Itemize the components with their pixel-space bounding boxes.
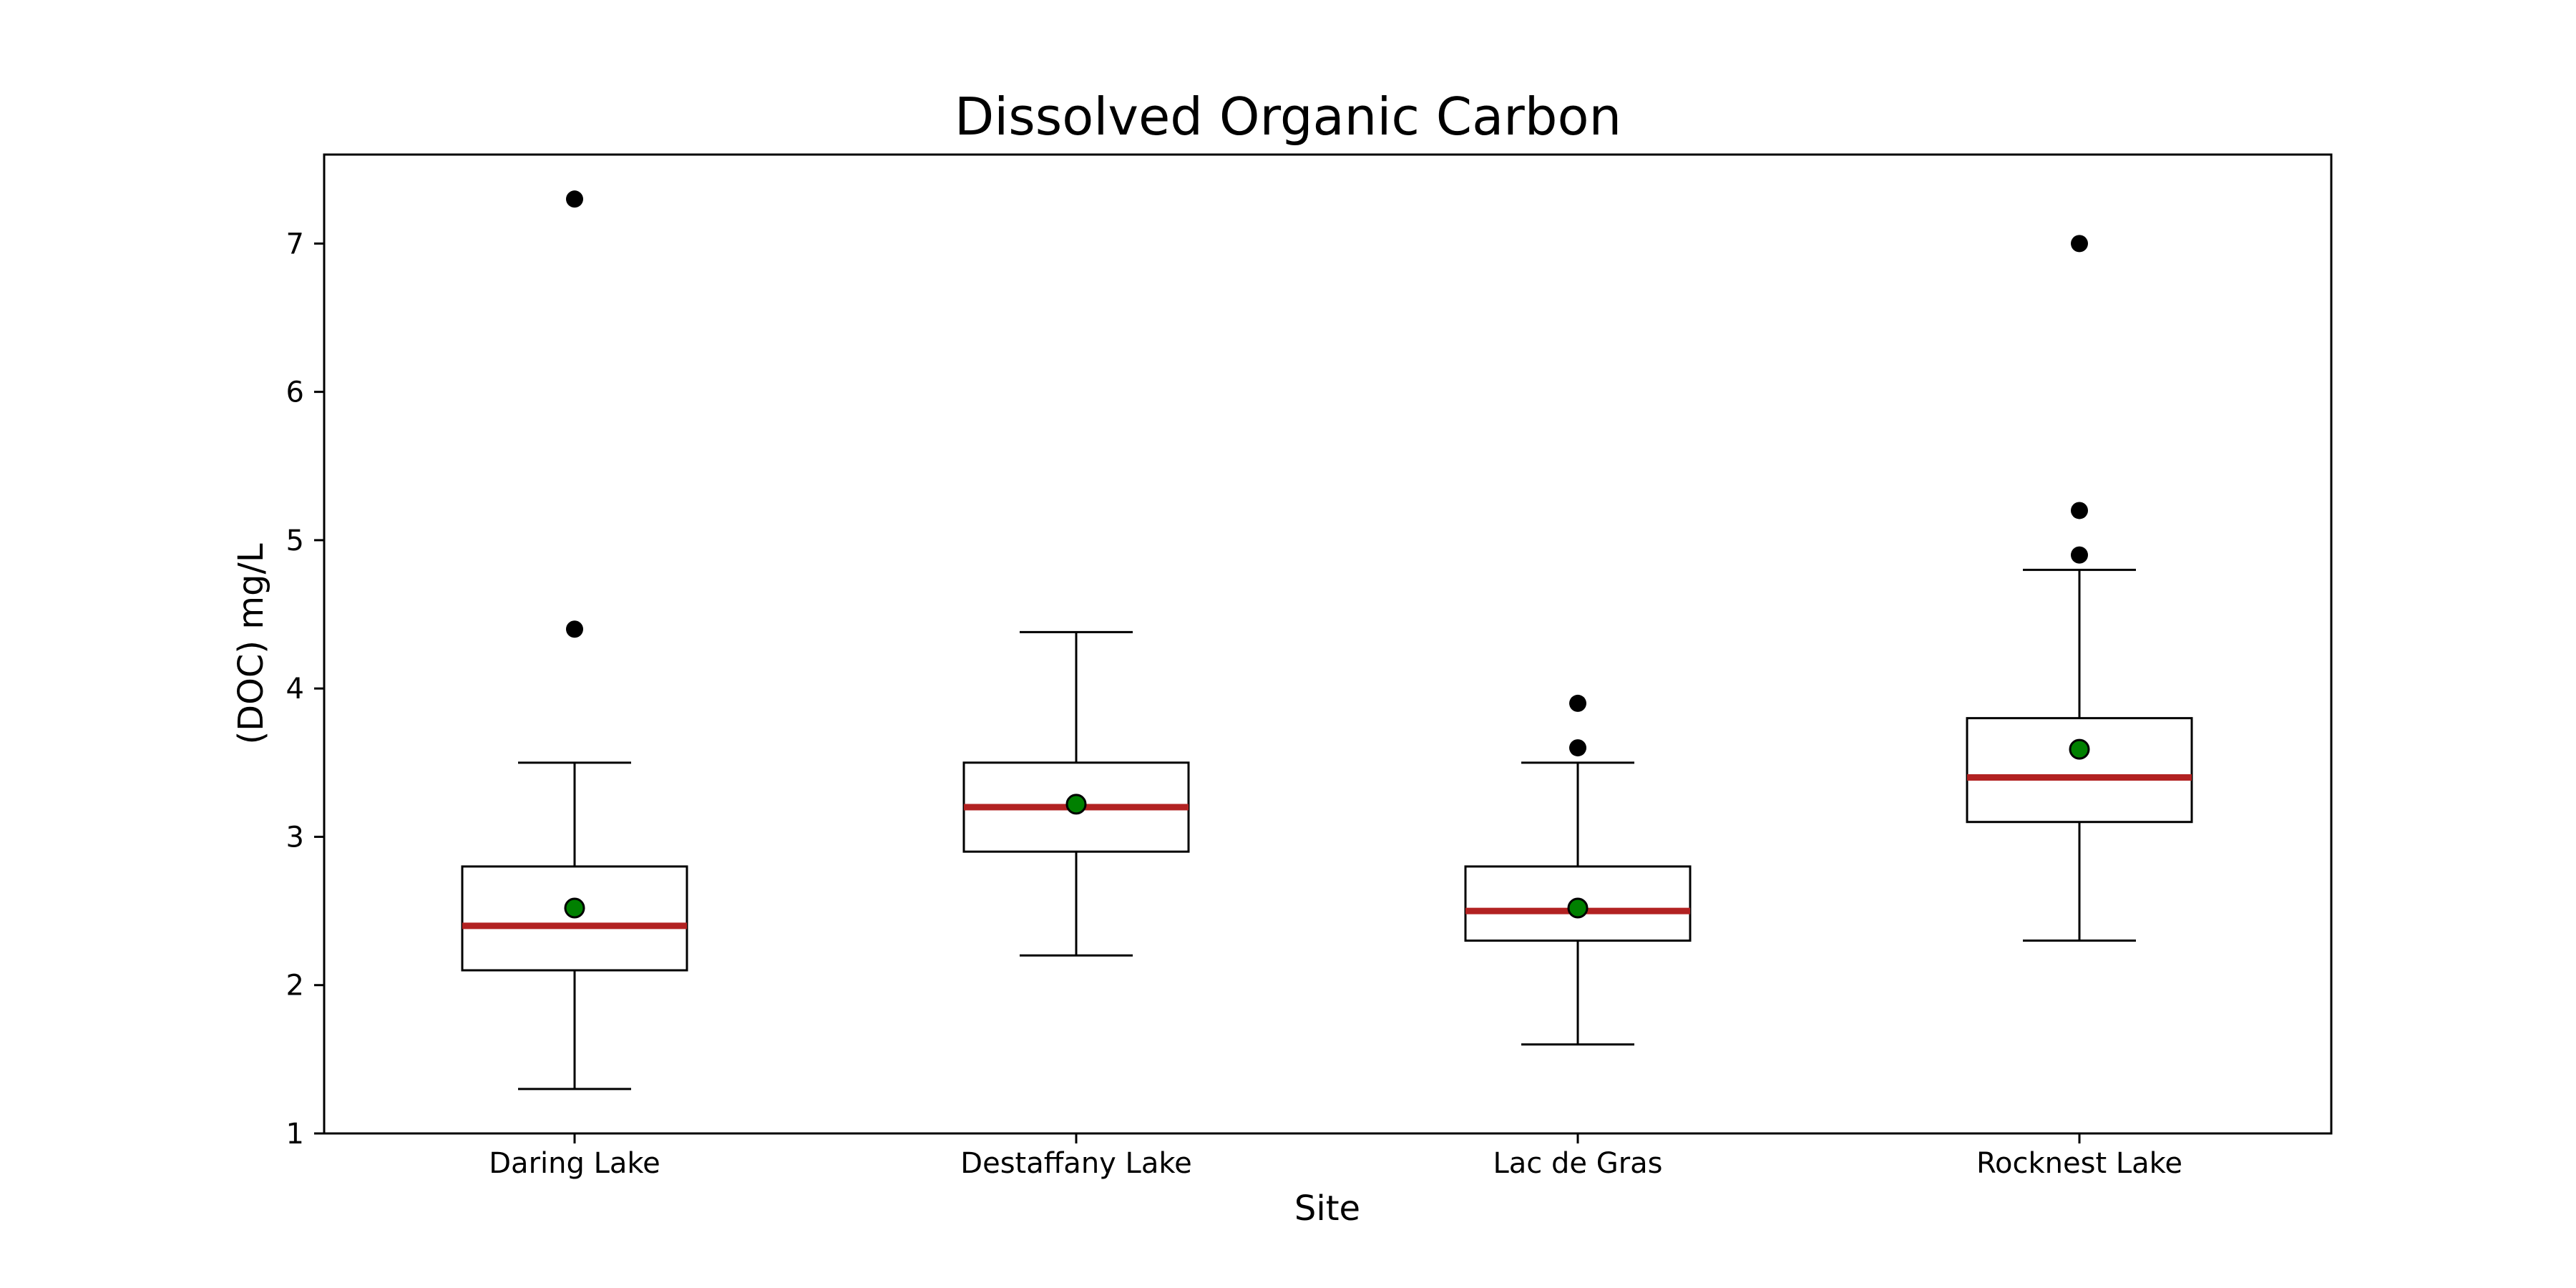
outlier-point	[566, 620, 583, 638]
mean-marker	[2069, 738, 2090, 760]
y-tick-label: 4	[286, 673, 304, 706]
x-axis: Daring Lake Destaffany Lake Lac de Gras Roc…	[489, 1133, 2182, 1180]
x-tick-label: Lac de Gras	[1493, 1147, 1662, 1180]
outlier-point	[2071, 546, 2088, 564]
mean-marker	[1567, 897, 1589, 919]
x-tick-label: Daring Lake	[489, 1147, 660, 1180]
outlier-point	[1569, 694, 1586, 712]
y-tick-label: 6	[286, 376, 304, 409]
x-axis-label: Site	[1294, 1189, 1360, 1229]
x-tick-label: Rocknest Lake	[1976, 1147, 2182, 1180]
iqr-box	[461, 865, 688, 972]
box-series	[461, 190, 2193, 1091]
outlier-point	[566, 190, 583, 208]
y-tick-label: 3	[286, 821, 304, 854]
box-group	[1464, 694, 1692, 1046]
outlier-point	[2071, 502, 2088, 519]
iqr-box	[1464, 865, 1692, 942]
y-tick-label: 2	[286, 970, 304, 1002]
chart-title: Dissolved Organic Carbon	[955, 87, 1621, 147]
outlier-point	[1569, 739, 1586, 757]
box-group	[461, 190, 688, 1091]
box-group	[1966, 235, 2193, 942]
box-group	[962, 630, 1190, 957]
iqr-box	[1966, 717, 2193, 824]
mean-marker	[564, 897, 585, 919]
plot-area	[323, 153, 2333, 1135]
x-tick-label: Destaffany Lake	[960, 1147, 1191, 1180]
y-tick-label: 1	[286, 1118, 304, 1151]
y-tick-label: 7	[286, 228, 304, 260]
y-axis-label: (DOC) mg/L	[231, 543, 271, 744]
mean-marker	[1065, 794, 1087, 815]
y-axis: 1 2 3 4 5 6 7	[286, 228, 324, 1151]
y-tick-label: 5	[286, 525, 304, 557]
outlier-point	[2071, 235, 2088, 253]
